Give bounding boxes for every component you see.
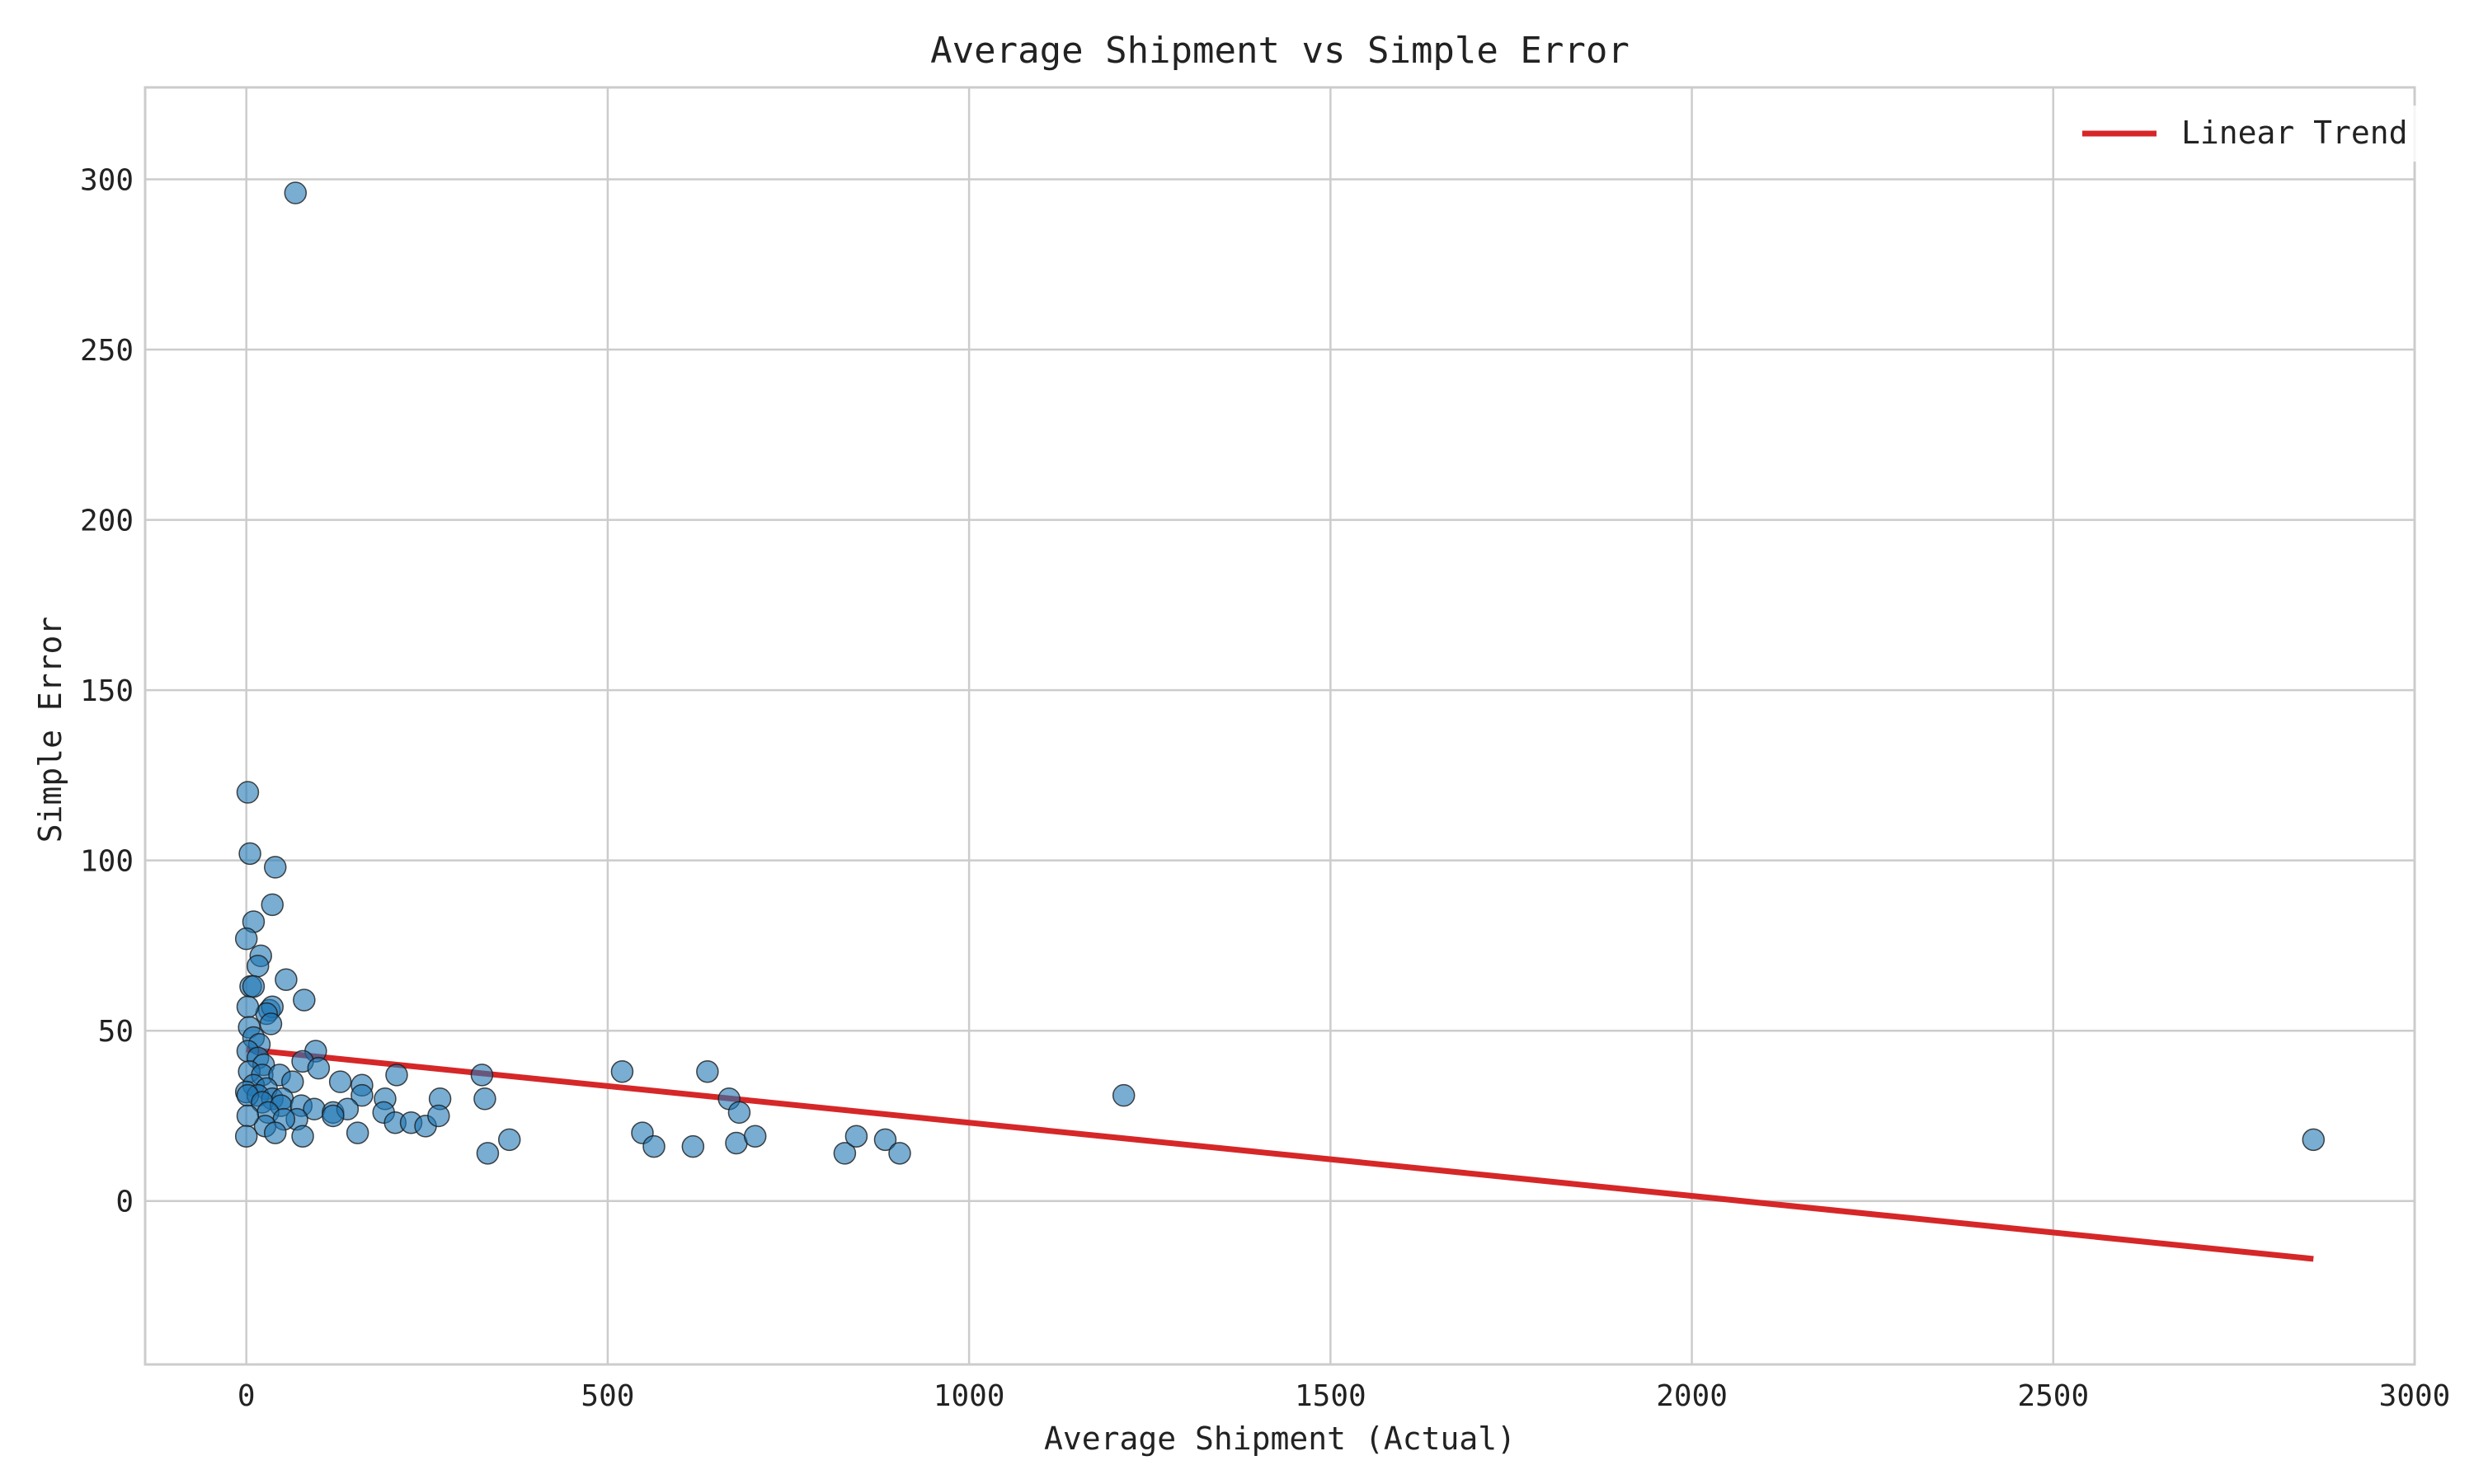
x-axis-ticks: 0 500 1000 1500 2000 2500 3000 [238,1379,2450,1413]
data-point [681,1134,705,1158]
data-point [234,1125,258,1148]
y-tick-label: 250 [80,334,134,368]
data-point [470,1064,494,1087]
trend-line [246,1046,2314,1262]
y-axis-label: Simple Error [32,617,68,843]
data-point [473,1087,496,1111]
data-point [328,1070,352,1093]
x-tick-label: 1500 [1295,1379,1366,1413]
data-point [833,1142,857,1165]
data-point [261,893,285,917]
data-point [696,1060,719,1083]
chart-title: Average Shipment vs Simple Error [930,30,1630,72]
y-tick-label: 100 [80,845,134,879]
x-tick-label: 2500 [2017,1379,2089,1413]
data-point [293,989,316,1012]
data-point [246,954,270,978]
data-point [242,974,266,998]
x-tick-label: 500 [581,1379,634,1413]
x-tick-label: 0 [238,1379,256,1413]
x-tick-label: 3000 [2379,1379,2451,1413]
data-point [385,1064,408,1087]
data-point [234,927,258,951]
y-tick-label: 150 [80,674,134,708]
data-point [2302,1128,2326,1152]
data-point [350,1083,374,1107]
data-point [307,1056,331,1080]
data-point [236,1104,260,1128]
y-tick-label: 50 [98,1015,134,1049]
data-point [888,1142,911,1165]
data-point [497,1128,521,1152]
data-point [284,181,308,204]
data-point [291,1125,314,1148]
data-point [259,1012,283,1036]
x-axis-label: Average Shipment (Actual) [1044,1421,1516,1457]
data-points [234,181,2326,1165]
data-point [642,1134,666,1158]
plot-frame [143,86,2416,1366]
x-tick-label: 1000 [934,1379,1005,1413]
trend-layer [246,1046,2314,1262]
data-point [238,842,261,866]
data-point [727,1101,751,1125]
data-point [610,1060,634,1083]
data-point [322,1104,345,1128]
data-point [873,1128,897,1152]
data-point [281,1070,304,1093]
y-tick-label: 200 [80,505,134,538]
y-tick-label: 300 [80,164,134,198]
legend: Linear Trend [2066,106,2429,162]
x-tick-label: 2000 [1656,1379,1728,1413]
data-point [476,1142,500,1165]
data-point [427,1104,450,1128]
data-point [844,1125,868,1148]
data-point [346,1121,369,1144]
data-point [264,1121,287,1144]
data-point [275,968,298,991]
data-point [743,1125,767,1148]
data-point [1112,1083,1136,1107]
data-point [264,856,287,879]
y-axis-ticks: 0 50 100 150 200 250 300 [80,164,134,1219]
legend-label-linear-trend: Linear Trend [2181,115,2408,151]
data-point [236,995,260,1019]
data-point [236,781,260,804]
grid [145,87,2416,1364]
y-tick-label: 0 [115,1186,134,1219]
